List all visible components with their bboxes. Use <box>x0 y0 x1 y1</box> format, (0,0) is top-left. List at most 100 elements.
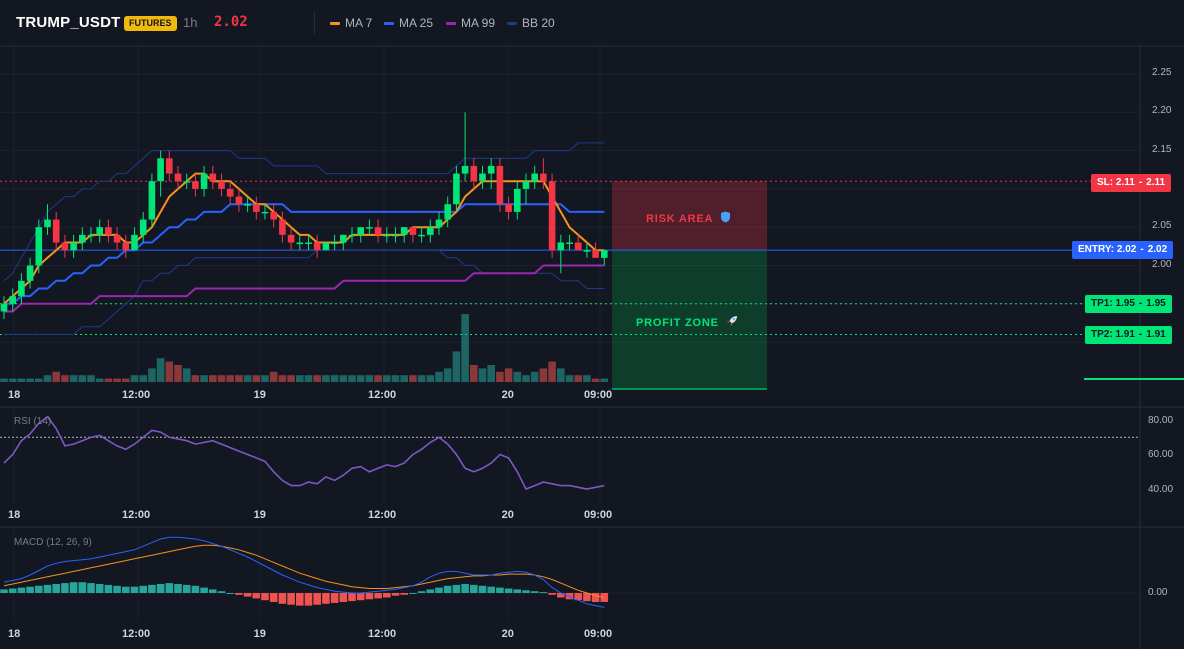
bb-upper-line <box>3 142 605 282</box>
macd-histogram-bar <box>365 593 374 600</box>
candle-body <box>540 173 547 182</box>
macd-histogram-bar <box>496 587 504 593</box>
candle-body <box>35 227 43 266</box>
volume-bar <box>61 375 69 382</box>
macd-pane-title[interactable]: MACD (12, 26, 9) <box>14 537 92 548</box>
profit-zone-text: PROFIT ZONE <box>636 317 719 329</box>
timeframe-selector[interactable]: 1h <box>183 15 198 30</box>
legend-ma25[interactable]: MA 25 <box>384 16 433 30</box>
candle-body <box>183 181 190 183</box>
volume-bar <box>296 375 304 382</box>
symbol-name[interactable]: TRUMP_USDT <box>16 14 121 31</box>
macd-histogram-bar <box>26 586 34 593</box>
rsi-pane-time-tick: 19 <box>253 509 266 521</box>
candle-body <box>122 242 130 251</box>
main-chart-time-tick: 20 <box>501 389 514 401</box>
macd-histogram-bar <box>478 585 487 593</box>
rsi-pane-title[interactable]: RSI (14) <box>14 416 52 427</box>
tp1-text: TP1: 1.95 <box>1091 298 1135 309</box>
volume-bar <box>104 378 113 382</box>
candle-body <box>9 296 16 304</box>
macd-histogram-bar <box>522 590 530 593</box>
tp2-separator: - <box>1138 329 1143 340</box>
candle-body <box>574 242 582 251</box>
candle-body <box>383 234 391 237</box>
candle-body <box>348 234 356 237</box>
main-chart-time-tick: 12:00 <box>122 389 151 401</box>
volume-bar <box>548 361 556 382</box>
macd-histogram-bar <box>269 593 278 602</box>
macd-histogram-bar <box>356 593 365 601</box>
entry-text: ENTRY: 2.02 <box>1078 244 1137 255</box>
macd-histogram-bar <box>156 584 165 593</box>
last-price: 2.02 <box>214 14 248 30</box>
rsi-pane-time-tick: 18 <box>8 509 21 521</box>
price-tick-label: 2.20 <box>1152 105 1172 117</box>
candle-body <box>427 227 434 235</box>
tp1-value: 1.95 <box>1146 298 1166 309</box>
macd-histogram-bar <box>513 589 522 593</box>
volume-bar <box>35 378 43 382</box>
macd-pane-time-tick: 12:00 <box>122 628 151 640</box>
volume-bar <box>235 375 243 382</box>
candle-body <box>174 173 182 182</box>
macd-histogram-bar <box>200 587 208 593</box>
candle-body <box>235 196 243 205</box>
volume-bar <box>174 365 182 382</box>
rsi-tick-80: 80.00 <box>1148 415 1174 426</box>
volume-bar <box>322 375 330 382</box>
ma25-line <box>4 203 605 305</box>
macd-histogram-bar <box>591 593 600 602</box>
volume-bar <box>504 368 513 382</box>
volume-bar <box>557 368 565 382</box>
legend-ma99[interactable]: MA 99 <box>446 16 495 30</box>
candle-body <box>340 234 347 243</box>
macd-histogram-bar <box>148 584 156 593</box>
entry-label: ENTRY: 2.02-2.02 <box>1072 241 1174 259</box>
macd-histogram-bar <box>217 591 226 593</box>
macd-histogram-bar <box>287 593 295 605</box>
macd-histogram-bar <box>313 593 321 605</box>
macd-histogram-bar <box>548 593 556 595</box>
volume-bar <box>52 371 60 382</box>
volume-bar <box>148 368 156 382</box>
macd-histogram-bar <box>113 585 121 593</box>
macd-histogram-bar <box>391 593 400 596</box>
candle-body <box>87 234 95 237</box>
candle-body <box>218 181 225 189</box>
candle-body <box>79 234 86 243</box>
legend-ma7[interactable]: MA 7 <box>330 16 372 30</box>
candle-body <box>96 227 103 235</box>
legend-bb20[interactable]: BB 20 <box>507 16 555 30</box>
macd-histogram-bar <box>139 585 147 593</box>
macd-pane-time-tick: 20 <box>501 628 514 640</box>
macd-line <box>3 536 605 608</box>
bb-lower-line <box>4 249 605 335</box>
candle-body <box>105 227 112 235</box>
candle-body <box>496 165 504 205</box>
tp2-value: 1.91 <box>1146 329 1166 340</box>
macd-histogram-bar <box>330 593 339 603</box>
profit-zone-box <box>612 250 767 390</box>
volume-bar <box>304 375 313 382</box>
volume-bar <box>243 375 252 382</box>
candle-body <box>392 234 399 237</box>
candle-body <box>253 204 260 212</box>
candle-body <box>192 181 199 189</box>
risk-area-label: RISK AREA <box>646 211 731 225</box>
macd-histogram-bar <box>95 584 104 593</box>
macd-pane-time-tick: 12:00 <box>368 628 397 640</box>
volume-bar <box>470 365 478 382</box>
macd-histogram-bar <box>87 583 95 593</box>
main-chart-time-tick: 19 <box>253 389 266 401</box>
volume-bar <box>496 371 504 382</box>
macd-histogram-bar <box>165 583 174 593</box>
main-chart-time-tick: 12:00 <box>368 389 397 401</box>
volume-bar <box>591 378 600 382</box>
volume-bar <box>113 378 121 382</box>
volume-bar <box>217 375 226 382</box>
rsi-tick-40: 40.00 <box>1148 484 1174 495</box>
macd-histogram-bar <box>35 585 43 593</box>
ma25-swatch <box>384 21 394 25</box>
